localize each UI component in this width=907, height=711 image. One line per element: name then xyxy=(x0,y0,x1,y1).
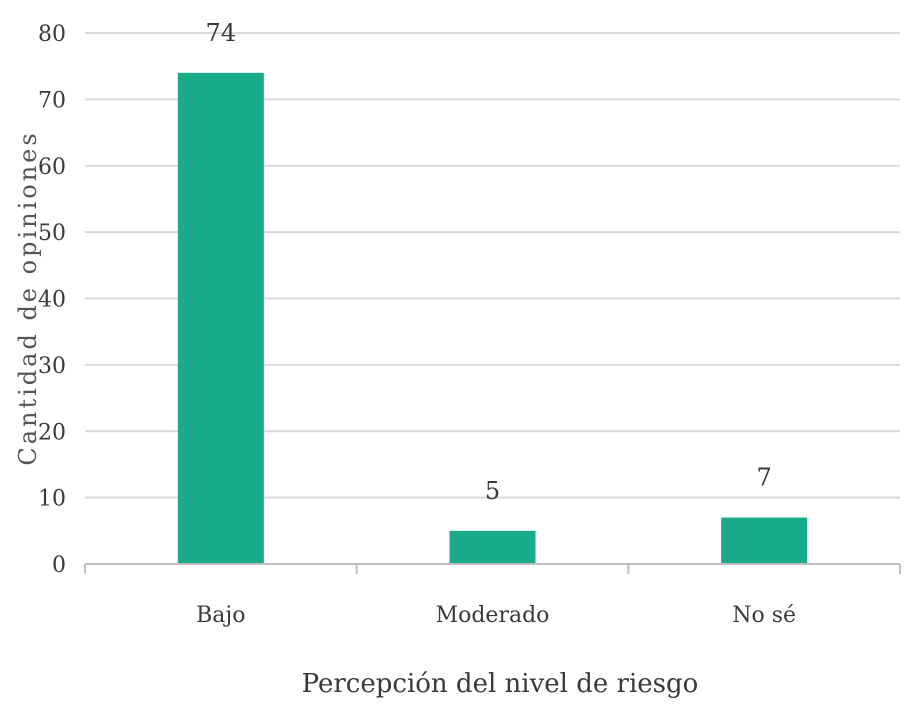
x-axis-title: Percepción del nivel de riesgo xyxy=(302,669,699,699)
y-tick-label: 60 xyxy=(38,155,66,180)
y-tick-label: 20 xyxy=(38,420,66,445)
y-tick-label: 10 xyxy=(38,487,66,512)
x-tick-labels: Bajo Moderado No sé xyxy=(196,603,796,628)
y-tick-label: 40 xyxy=(38,288,66,313)
data-labels: 74 5 7 xyxy=(206,19,772,505)
y-tick-label: 70 xyxy=(38,88,66,113)
bars xyxy=(177,72,808,564)
data-label: 74 xyxy=(206,19,237,47)
bar xyxy=(721,517,808,564)
x-tick-label: Moderado xyxy=(436,603,550,628)
y-tick-labels: 0 10 20 30 40 50 60 70 80 xyxy=(38,22,66,578)
y-tick-label: 0 xyxy=(52,553,66,578)
y-tick-label: 50 xyxy=(38,221,66,246)
data-label: 5 xyxy=(485,477,500,505)
x-tick-label: No sé xyxy=(732,603,796,628)
x-axis xyxy=(84,563,901,574)
x-tick-label: Bajo xyxy=(196,603,245,628)
bar xyxy=(177,72,264,564)
bar xyxy=(449,530,536,564)
y-tick-label: 80 xyxy=(38,22,66,47)
y-tick-label: 30 xyxy=(38,354,66,379)
y-axis-title: Cantidad de opiniones xyxy=(14,130,42,465)
data-label: 7 xyxy=(757,464,772,492)
